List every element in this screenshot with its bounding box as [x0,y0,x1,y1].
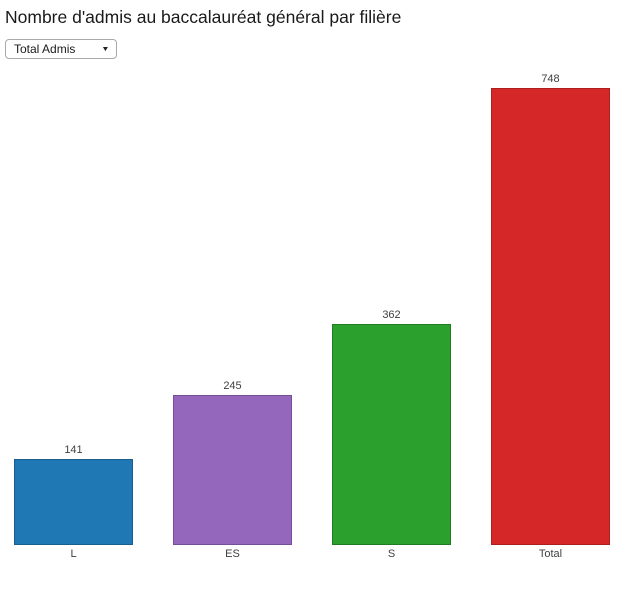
bar-category-label: Total [538,548,563,560]
chevron-down-icon: ▼ [101,45,110,53]
bar-total[interactable] [491,88,610,545]
bar-es[interactable] [173,395,292,545]
bar-category-label: ES [225,548,240,560]
bar-value-label: 362 [382,309,401,321]
bar-value-label: 748 [541,73,560,85]
metric-select[interactable]: Total Admis ▼ [5,39,117,59]
page-title: Nombre d'admis au baccalauréat général p… [5,7,402,27]
metric-select-value: Total Admis [14,42,76,56]
bar-value-label: 141 [64,444,83,456]
bar-s[interactable] [332,324,451,545]
bar-category-label: S [387,548,396,560]
bar-l[interactable] [14,459,133,545]
bar-category-label: L [70,548,77,560]
bar-value-label: 245 [223,380,242,392]
